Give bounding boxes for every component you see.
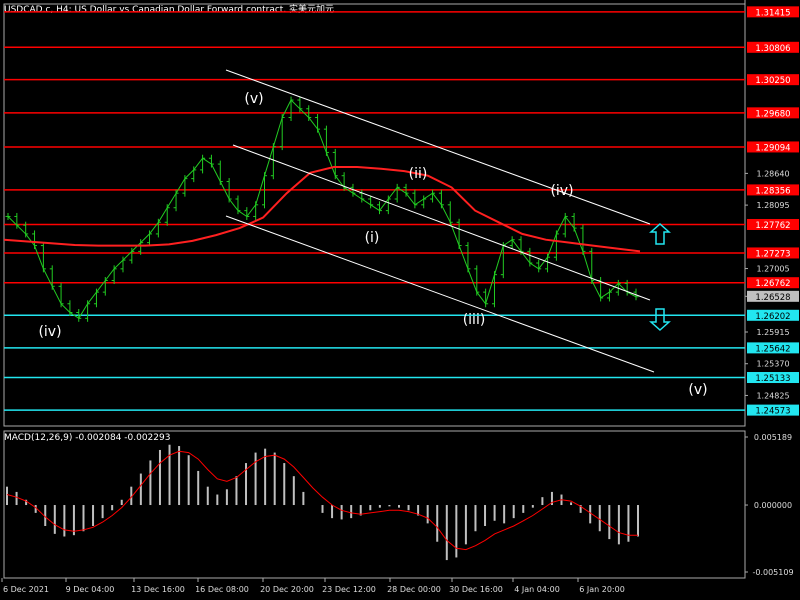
resistance-level-label: 1.26762 xyxy=(755,279,790,289)
resistance-level-tag xyxy=(747,6,799,18)
resistance-level-tag xyxy=(747,74,799,86)
current-price-label: 1.26528 xyxy=(755,293,790,303)
support-level-label: 1.25642 xyxy=(755,344,790,354)
resistance-level-tag xyxy=(747,107,799,119)
moving-average-line xyxy=(3,166,641,253)
support-level-label: 1.26202 xyxy=(755,312,790,322)
resistance-level-label: 1.30806 xyxy=(755,44,790,54)
resistance-level-label: 1.29094 xyxy=(755,143,790,153)
wave-label: (iv) xyxy=(550,183,573,199)
time-tick-label: 16 Dec 08:00 xyxy=(195,585,249,594)
wave-label: (v) xyxy=(244,91,263,107)
chart-title: USDCAD.c, H4: US Dollar vs Canadian Doll… xyxy=(4,5,335,15)
channel-upper-line xyxy=(225,69,651,225)
resistance-level-tag xyxy=(747,218,799,230)
support-level-tag xyxy=(747,372,799,384)
price-tick-label: 1.24825 xyxy=(756,391,789,400)
resistance-level-label: 1.31415 xyxy=(755,8,790,18)
wave-label: (iii) xyxy=(463,312,486,328)
support-level-tag xyxy=(747,309,799,321)
time-tick-label: 20 Dec 20:00 xyxy=(260,585,314,594)
price-panel-border xyxy=(3,3,746,427)
support-level-tag xyxy=(747,342,799,354)
support-level-tag xyxy=(747,404,799,416)
wave-label: (ii) xyxy=(409,166,428,182)
channel-middle-line xyxy=(232,144,651,301)
resistance-level-tag xyxy=(747,184,799,196)
time-tick-label: 13 Dec 16:00 xyxy=(131,585,185,594)
macd-tick-label: 0.005189 xyxy=(754,433,792,442)
macd-title: MACD(12,26,9) -0.002084 -0.002293 xyxy=(4,433,171,443)
macd-panel-border xyxy=(3,430,746,579)
price-line xyxy=(7,99,637,320)
time-tick-label: 6 Jan 20:00 xyxy=(579,585,625,594)
channel-lower-line xyxy=(225,215,655,373)
time-tick-label: 28 Dec 00:00 xyxy=(387,585,441,594)
price-tick-label: 1.25370 xyxy=(756,360,789,369)
arrow-up-outline-icon xyxy=(649,222,671,245)
time-tick-label: 23 Dec 12:00 xyxy=(322,585,376,594)
macd-tick-label: 0.000000 xyxy=(754,501,792,510)
price-tick-label: 1.28095 xyxy=(756,201,789,210)
time-tick-label: 6 Dec 2021 xyxy=(3,585,49,594)
price-tick-label: 1.28640 xyxy=(756,169,789,178)
resistance-level-label: 1.28356 xyxy=(755,186,790,196)
support-level-label: 1.24573 xyxy=(755,407,790,417)
time-tick-label: 9 Dec 04:00 xyxy=(66,585,115,594)
price-tick-label: 1.27005 xyxy=(756,265,789,274)
resistance-level-tag xyxy=(747,277,799,289)
time-tick-label: 30 Dec 16:00 xyxy=(449,585,503,594)
macd-signal-line xyxy=(6,450,638,551)
resistance-level-tag xyxy=(747,141,799,153)
time-tick-label: 4 Jan 04:00 xyxy=(514,585,560,594)
price-tick-label: 1.25915 xyxy=(756,328,789,337)
wave-label: (v) xyxy=(688,382,707,398)
current-price-tag xyxy=(747,290,799,302)
wave-label: (i) xyxy=(365,230,380,246)
resistance-level-label: 1.30250 xyxy=(755,76,790,86)
arrow-down-outline-icon xyxy=(649,308,671,332)
macd-tick-label: -0.005109 xyxy=(752,568,793,577)
support-level-label: 1.25133 xyxy=(755,374,790,384)
resistance-level-tag xyxy=(747,247,799,259)
wave-label: (iv) xyxy=(38,324,61,340)
resistance-level-label: 1.27762 xyxy=(755,221,790,231)
resistance-level-tag xyxy=(747,41,799,53)
resistance-level-label: 1.27273 xyxy=(755,249,790,259)
resistance-level-label: 1.29680 xyxy=(755,109,790,119)
